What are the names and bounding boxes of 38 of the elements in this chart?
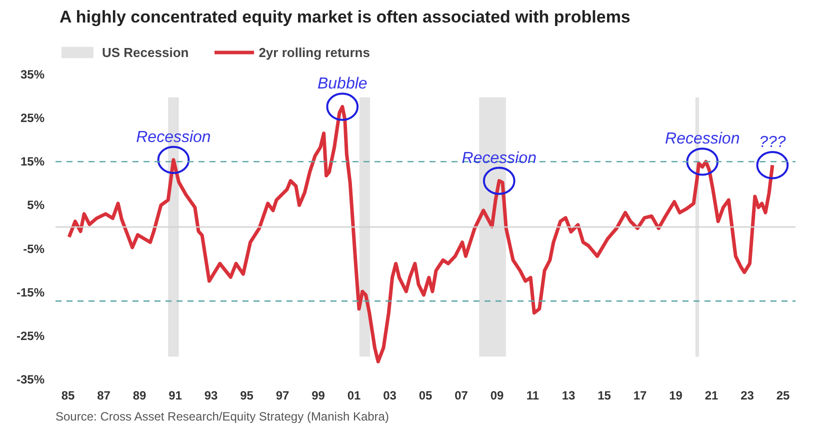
annotation: Recession — [665, 130, 740, 148]
source-note: Source: Cross Asset Research/Equity Strategy (Manish Kabra) — [56, 410, 389, 424]
x-tick-label: 17 — [633, 388, 647, 402]
x-tick-label: 21 — [704, 388, 718, 402]
y-tick-label: 25% — [20, 111, 45, 126]
x-tick-label: 93 — [204, 388, 218, 402]
legend-label: US Recession — [102, 44, 189, 60]
y-tick-label: 15% — [20, 154, 45, 169]
x-tick-label: 03 — [383, 388, 397, 402]
x-tick-label: 89 — [132, 388, 147, 402]
y-tick-label: -25% — [16, 328, 45, 343]
x-tick-label: 09 — [490, 388, 504, 402]
chart-title: A highly concentrated equity market is often associated with problems — [60, 8, 630, 26]
y-tick-label: 35% — [20, 68, 45, 82]
x-tick-label: 85 — [61, 388, 76, 402]
legend-label: 2yr rolling returns — [258, 44, 370, 60]
x-tick-label: 95 — [240, 388, 254, 402]
x-tick-label: 11 — [526, 388, 540, 402]
annotation: Bubble — [317, 76, 368, 93]
x-tick-label: 07 — [454, 388, 468, 402]
x-tick-label: 99 — [312, 388, 326, 402]
y-tick-label: -15% — [16, 285, 45, 300]
x-tick-label: 91 — [168, 388, 182, 402]
annotation: Recession — [462, 150, 537, 167]
x-tick-label: 01 — [347, 388, 361, 402]
x-tick-label: 15 — [598, 388, 612, 402]
x-tick-label: 13 — [562, 388, 576, 402]
y-tick-label: -5% — [23, 242, 45, 256]
x-tick-label: 19 — [669, 388, 683, 402]
x-tick-label: 23 — [740, 388, 754, 402]
x-tick-label: 87 — [97, 388, 111, 402]
x-tick-label: 25 — [776, 388, 790, 402]
x-tick-label: 05 — [418, 388, 432, 402]
annotation: ??? — [759, 134, 786, 152]
y-tick-label: -35% — [16, 372, 45, 386]
annotation: Recession — [136, 128, 211, 146]
x-tick-label: 97 — [276, 388, 290, 402]
y-tick-label: 5% — [27, 198, 45, 212]
